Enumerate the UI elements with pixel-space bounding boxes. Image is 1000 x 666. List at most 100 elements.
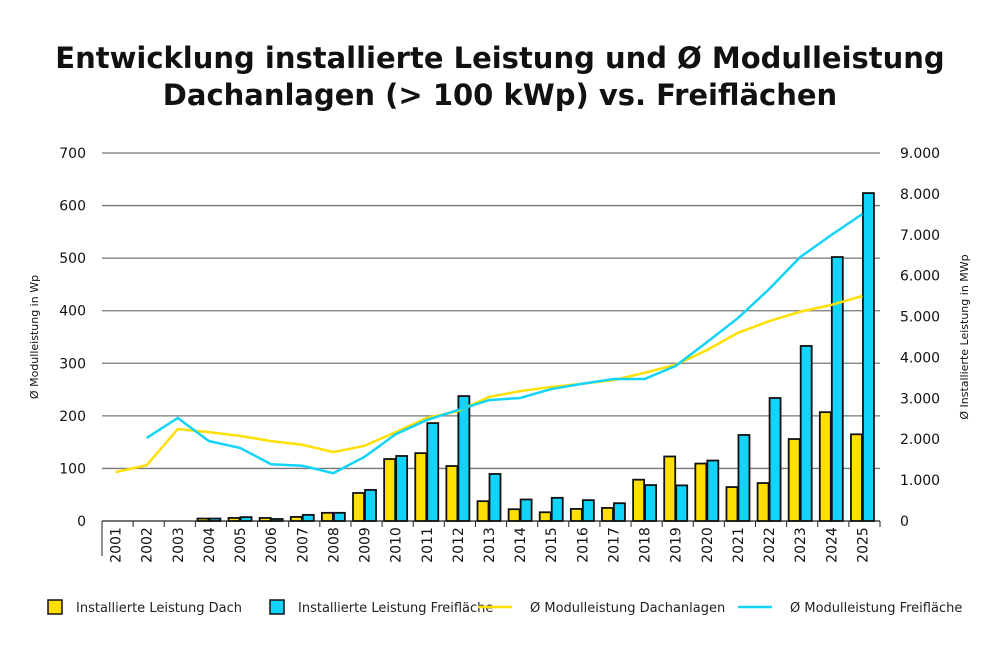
right-tick-label: 5.000 — [900, 310, 940, 326]
bar-freiflaeche — [581, 499, 595, 522]
legend-swatch — [47, 599, 63, 615]
bar-dach — [196, 517, 210, 522]
bar-dach — [756, 482, 770, 522]
bar-freiflaeche — [395, 455, 409, 522]
right-tick-label: 9.000 — [900, 146, 940, 162]
bar-freiflaeche — [613, 502, 626, 522]
chart-title: Entwicklung installierte Leistung und Ø … — [0, 40, 1000, 114]
legend-label: Installierte Leistung Freifläche — [298, 601, 493, 616]
left-tick-label: 300 — [59, 356, 86, 372]
x-tick-label: 2013 — [482, 527, 498, 563]
right-tick-label: 7.000 — [900, 228, 940, 244]
line-dach — [115, 294, 863, 474]
bar-freiflaeche — [768, 397, 782, 522]
bar-dach — [601, 507, 614, 522]
bar-dach — [818, 411, 832, 522]
x-tick-label: 2007 — [295, 527, 311, 563]
x-tick-label: 2015 — [544, 527, 560, 563]
bar-dach — [383, 458, 397, 522]
left-tick-label: 600 — [59, 199, 86, 215]
bar-freiflaeche — [239, 516, 253, 522]
bar-dach — [476, 500, 490, 522]
bar-dach — [632, 478, 645, 522]
bar-freiflaeche — [706, 459, 720, 522]
left-tick-label: 0 — [77, 514, 86, 530]
left-tick-label: 400 — [59, 304, 86, 320]
x-tick-label: 2010 — [389, 527, 405, 563]
left-axis-label: Ø Modulleistung in Wp — [28, 275, 41, 399]
bar-dach — [725, 486, 739, 522]
bar-dach — [352, 492, 365, 522]
bar-freiflaeche — [830, 256, 844, 522]
bar-freiflaeche — [799, 345, 813, 522]
legend-label: Ø Modulleistung Freifläche — [790, 601, 962, 616]
bar-dach — [258, 517, 272, 522]
x-tick-label: 2003 — [171, 527, 187, 563]
right-tick-label: 1.000 — [900, 473, 940, 489]
right-axis-label: Ø Installierte Leistung in MWp — [958, 254, 971, 419]
x-tick-label: 2005 — [233, 527, 249, 563]
right-tick-label: 2.000 — [900, 432, 940, 448]
bar-dach — [663, 455, 677, 522]
left-tick-label: 200 — [59, 409, 86, 425]
x-tick-label: 2024 — [824, 527, 840, 563]
bar-freiflaeche — [519, 498, 533, 522]
x-tick-label: 2022 — [762, 527, 778, 563]
legend-label: Ø Modulleistung Dachanlagen — [530, 601, 725, 616]
bar-freiflaeche — [675, 484, 689, 522]
right-tick-label: 0 — [900, 514, 909, 530]
x-tick-label: 2014 — [513, 527, 529, 563]
bar-dach — [507, 508, 521, 522]
bar-dach — [320, 511, 334, 522]
bar-dach — [850, 433, 863, 522]
right-tick-label: 3.000 — [900, 391, 940, 407]
right-tick-label: 6.000 — [900, 269, 940, 285]
bar-freiflaeche — [862, 192, 875, 522]
x-tick-label: 2001 — [109, 527, 125, 563]
bar-dach — [538, 511, 552, 522]
x-tick-label: 2018 — [638, 527, 654, 563]
legend-label: Installierte Leistung Dach — [76, 601, 242, 616]
x-tick-label: 2004 — [202, 527, 218, 563]
bar-freiflaeche — [426, 422, 440, 522]
bar-freiflaeche — [208, 517, 222, 522]
x-tick-label: 2021 — [731, 527, 747, 563]
left-tick-label: 100 — [59, 461, 86, 477]
bar-freiflaeche — [270, 518, 284, 522]
x-tick-label: 2002 — [140, 527, 156, 563]
x-tick-label: 2011 — [420, 527, 436, 563]
bar-freiflaeche — [332, 511, 346, 522]
bar-dach — [787, 438, 801, 522]
bar-freiflaeche — [488, 473, 502, 522]
bar-freiflaeche — [737, 434, 751, 522]
x-tick-label: 2008 — [326, 527, 342, 563]
x-tick-label: 2009 — [358, 527, 374, 563]
left-tick-label: 700 — [59, 146, 86, 162]
bar-freiflaeche — [364, 489, 377, 522]
bar-dach — [694, 462, 708, 522]
bar-dach — [414, 452, 428, 522]
legend-swatch — [269, 599, 285, 615]
right-tick-label: 4.000 — [900, 350, 940, 366]
title-line-2: Dachanlagen (> 100 kWp) vs. Freiflächen — [162, 78, 838, 112]
x-tick-label: 2019 — [669, 527, 685, 563]
bar-dach — [569, 507, 583, 522]
x-tick-label: 2023 — [793, 527, 809, 563]
x-tick-label: 2017 — [606, 527, 622, 563]
right-tick-label: 8.000 — [900, 187, 940, 203]
x-tick-label: 2012 — [451, 527, 467, 563]
x-tick-label: 2020 — [700, 527, 716, 563]
bar-dach — [289, 516, 303, 522]
bar-freiflaeche — [550, 496, 564, 522]
bar-freiflaeche — [301, 513, 315, 522]
bar-dach — [227, 517, 241, 522]
left-tick-label: 500 — [59, 251, 86, 267]
x-tick-label: 2025 — [855, 527, 871, 563]
bar-freiflaeche — [644, 484, 657, 522]
line-freiflaeche — [146, 212, 864, 475]
x-tick-label: 2016 — [575, 527, 591, 563]
bar-freiflaeche — [457, 395, 471, 522]
x-tick-label: 2006 — [264, 527, 280, 563]
